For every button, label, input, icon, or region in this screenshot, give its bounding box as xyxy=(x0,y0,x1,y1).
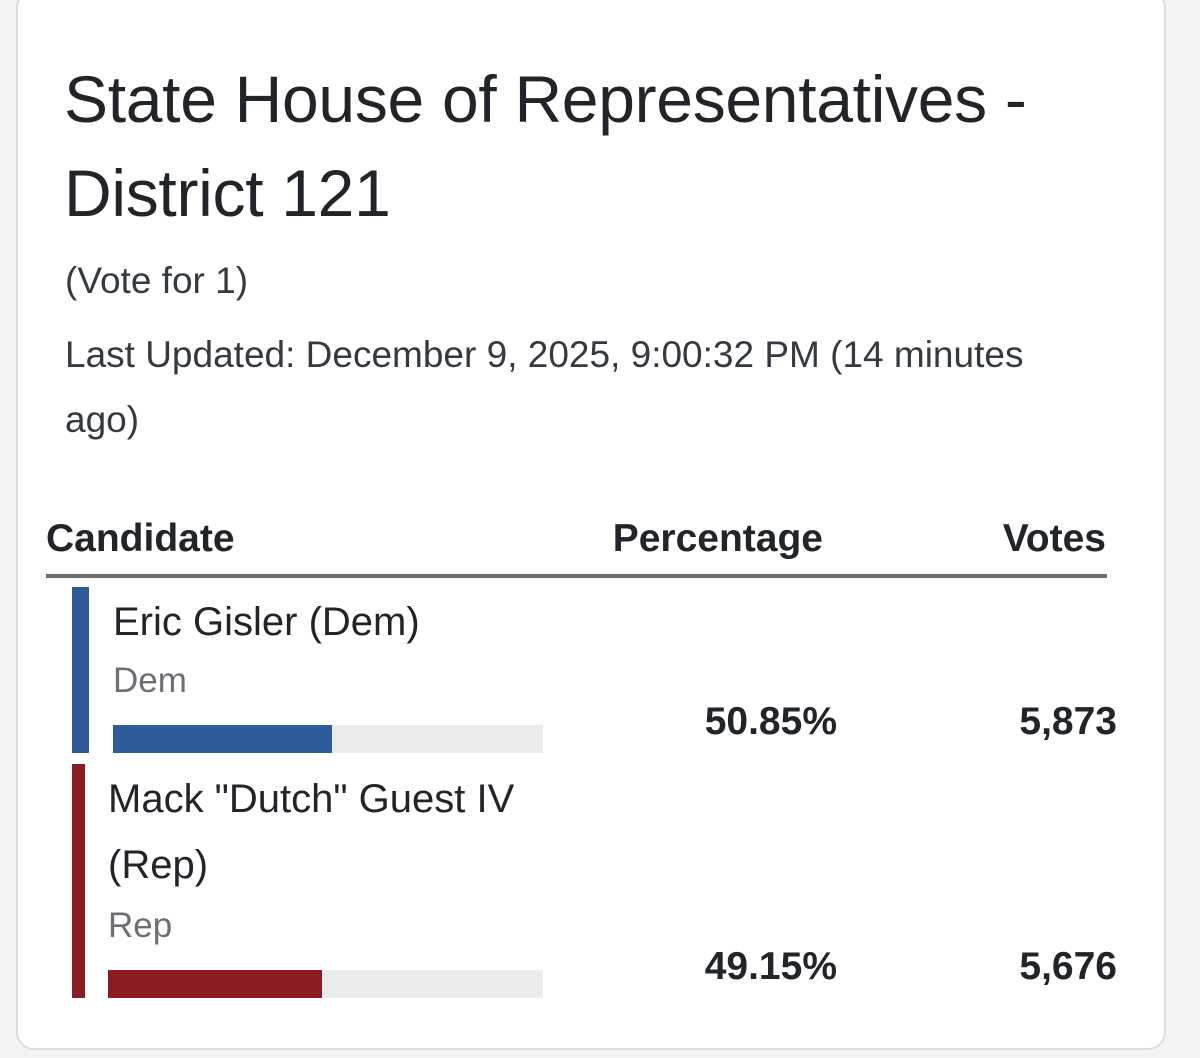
header-divider xyxy=(46,574,1107,578)
candidate-party: Rep xyxy=(108,906,173,945)
vote-share-bar xyxy=(108,970,543,998)
header-candidate: Candidate xyxy=(46,517,235,560)
last-updated-text: Last Updated: December 9, 2025, 9:00:32 … xyxy=(65,334,1024,440)
candidate-percentage: 50.85% xyxy=(704,700,837,743)
party-color-bar xyxy=(72,587,89,753)
vote-share-fill xyxy=(113,725,332,753)
header-votes: Votes xyxy=(1002,517,1106,560)
vote-share-bar xyxy=(113,725,543,753)
party-color-bar xyxy=(72,764,85,998)
candidate-row-dem: Eric Gisler (Dem) Dem 50.85% 5,873 xyxy=(72,587,1117,753)
header-percentage: Percentage xyxy=(612,517,823,560)
candidate-votes: 5,676 xyxy=(1019,945,1117,988)
candidate-party: Dem xyxy=(113,661,187,700)
vote-for-instruction: (Vote for 1) xyxy=(65,260,249,301)
results-card: State House of Representatives - Distric… xyxy=(16,0,1166,1050)
contest-title: State House of Representatives - Distric… xyxy=(64,62,1027,230)
candidate-name: Mack "Dutch" Guest IV (Rep) xyxy=(108,777,515,887)
vote-share-fill xyxy=(108,970,322,998)
candidate-row-rep: Mack "Dutch" Guest IV (Rep) Rep 49.15% 5… xyxy=(72,764,1117,998)
candidate-votes: 5,873 xyxy=(1019,700,1117,743)
candidate-percentage: 49.15% xyxy=(704,945,837,988)
results-table-header: Candidate Percentage Votes xyxy=(46,512,1106,566)
candidate-name: Eric Gisler (Dem) xyxy=(113,600,420,644)
